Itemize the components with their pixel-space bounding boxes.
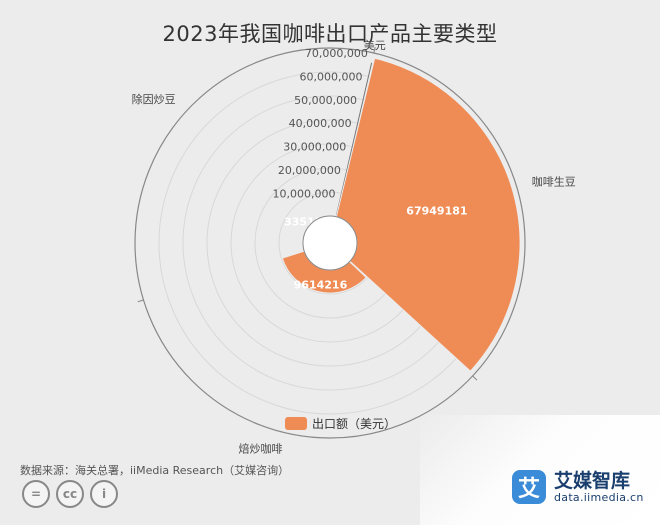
category-label: 除因炒豆: [132, 92, 176, 106]
brand-name: 艾媒智库: [554, 469, 631, 492]
data-label: 9614216: [294, 278, 348, 291]
category-label: 焙炒咖啡: [239, 442, 283, 456]
angle-tick: [137, 299, 144, 303]
brand[interactable]: 艾 艾媒智库 data.iimedia.cn: [512, 470, 644, 504]
category-label: 咖啡生豆: [532, 174, 576, 188]
radial-tick-label: 20,000,000: [278, 164, 341, 177]
radial-tick-label: 30,000,000: [283, 141, 346, 154]
person-icon: i: [90, 480, 118, 508]
radial-unit: 美元: [364, 39, 386, 52]
radial-tick-label: 50,000,000: [294, 94, 357, 107]
equal-icon: =: [22, 480, 50, 508]
chart-title: 2023年我国咖啡出口产品主要类型: [162, 22, 498, 46]
legend-swatch: [285, 417, 307, 430]
radial-tick-label: 60,000,000: [299, 70, 362, 83]
grid-ring: [134, 47, 526, 439]
radial-tick-label: 40,000,000: [289, 117, 352, 130]
data-label: 67949181: [406, 204, 467, 217]
radial-tick-label: 70,000,000: [305, 47, 368, 60]
cc-icon: cc: [56, 480, 84, 508]
radial-axis: [335, 62, 373, 217]
license-badges: = cc i: [22, 480, 118, 508]
source-note: 数据来源：海关总署，iiMedia Research（艾媒咨询）: [20, 464, 290, 477]
angle-tick: [373, 47, 376, 54]
angle-tick: [472, 375, 478, 381]
legend-label: 出口额（美元）: [312, 417, 397, 431]
radial-tick-label: 10,000,000: [272, 187, 335, 200]
legend[interactable]: 出口额（美元）: [285, 415, 396, 432]
brand-logo: 艾: [512, 470, 546, 504]
brand-url[interactable]: data.iimedia.cn: [554, 490, 644, 504]
center-hole: [302, 215, 358, 271]
